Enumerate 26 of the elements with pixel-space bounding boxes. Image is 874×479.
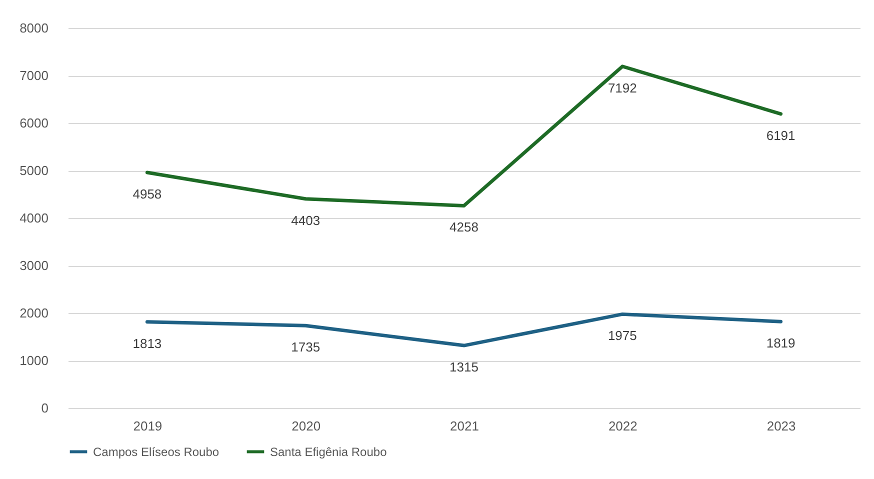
data-label: 1735 — [291, 340, 320, 355]
x-tick-label: 2019 — [133, 418, 162, 434]
legend-label: Campos Elíseos Roubo — [93, 444, 220, 459]
y-tick-label: 0 — [41, 400, 48, 416]
y-tick-label: 5000 — [20, 163, 48, 178]
legend-label: Santa Efigênia Roubo — [270, 444, 388, 459]
y-tick-label: 7000 — [20, 68, 48, 83]
x-tick-label: 2021 — [450, 418, 479, 434]
y-tick-label: 4000 — [20, 210, 48, 226]
x-tick-label: 2020 — [292, 418, 321, 434]
data-label: 1975 — [608, 328, 637, 344]
data-label: 1315 — [450, 360, 478, 375]
y-tick-label: 3000 — [20, 258, 48, 273]
data-label: 4258 — [450, 220, 478, 235]
x-tick-label: 2023 — [766, 418, 796, 434]
data-label: 4958 — [132, 186, 162, 202]
data-label: 6191 — [766, 128, 796, 143]
data-label: 1813 — [132, 336, 162, 351]
x-tick-label: 2022 — [608, 418, 638, 434]
y-tick-label: 6000 — [20, 116, 48, 130]
data-label: 1819 — [766, 336, 796, 351]
data-label: 7192 — [608, 80, 637, 96]
y-tick-label: 2000 — [20, 306, 48, 320]
y-tick-label: 8000 — [20, 20, 48, 36]
data-label: 4403 — [291, 212, 320, 228]
y-tick-label: 1000 — [20, 353, 48, 368]
